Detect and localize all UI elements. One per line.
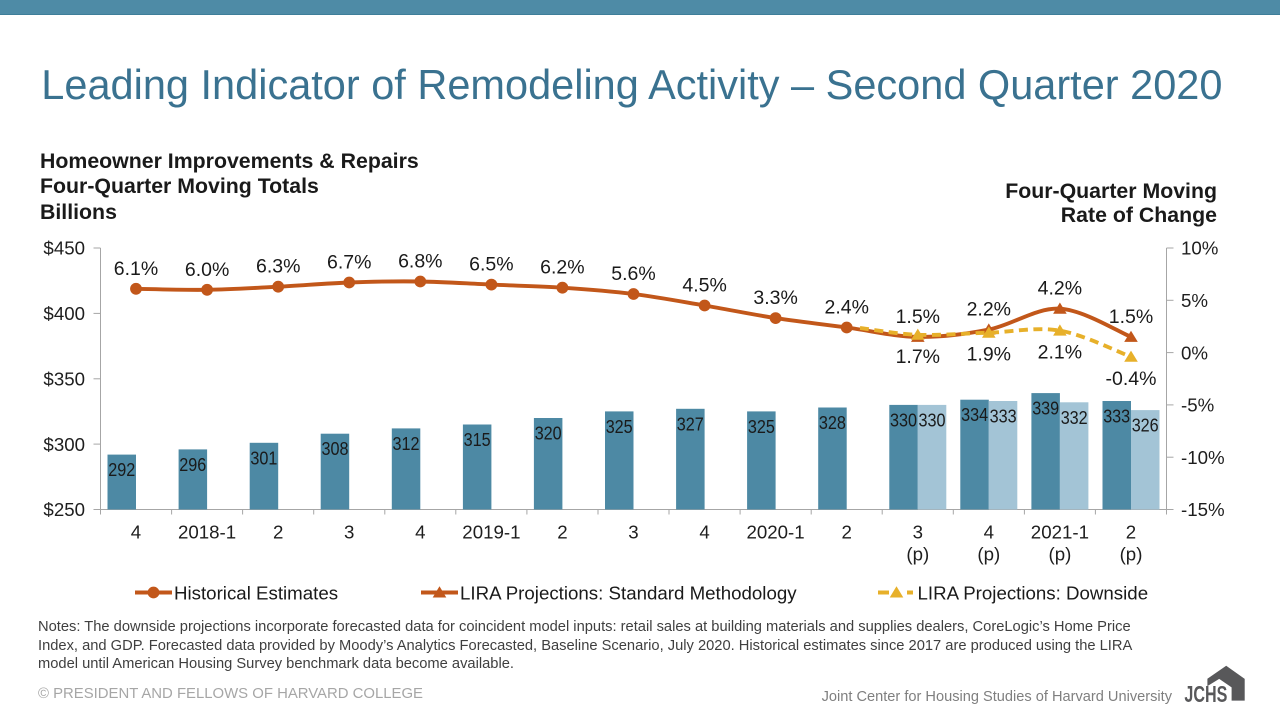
svg-text:-0.4%: -0.4%	[1106, 368, 1157, 390]
svg-text:JCHS: JCHS	[1184, 681, 1227, 707]
svg-text:328: 328	[819, 412, 846, 433]
svg-text:2: 2	[557, 522, 567, 543]
svg-text:1.7%: 1.7%	[896, 346, 940, 368]
svg-text:10%: 10%	[1181, 238, 1218, 259]
svg-text:3: 3	[913, 522, 923, 543]
svg-text:0%: 0%	[1181, 342, 1208, 363]
svg-text:6.3%: 6.3%	[256, 256, 300, 278]
svg-text:4: 4	[699, 522, 709, 543]
svg-text:326: 326	[1132, 415, 1159, 436]
svg-text:$250: $250	[43, 499, 85, 520]
svg-text:6.7%: 6.7%	[327, 252, 371, 274]
svg-text:2.2%: 2.2%	[967, 299, 1011, 321]
svg-text:6.5%: 6.5%	[469, 254, 513, 276]
svg-text:2: 2	[1126, 522, 1136, 543]
svg-text:315: 315	[464, 429, 491, 450]
svg-text:-10%: -10%	[1181, 447, 1225, 468]
svg-text:333: 333	[990, 406, 1017, 427]
svg-text:6.1%: 6.1%	[114, 258, 158, 280]
svg-text:2020-1: 2020-1	[746, 522, 804, 543]
svg-text:308: 308	[322, 438, 349, 459]
svg-text:4: 4	[984, 522, 994, 543]
svg-text:(p): (p)	[1048, 544, 1071, 565]
svg-text:2018-1: 2018-1	[178, 522, 236, 543]
svg-text:(p): (p)	[1120, 544, 1143, 565]
svg-text:$350: $350	[43, 368, 85, 389]
svg-text:4: 4	[131, 522, 141, 543]
svg-text:6.2%: 6.2%	[540, 257, 584, 279]
svg-text:301: 301	[250, 447, 277, 468]
svg-text:Historical Estimates: Historical Estimates	[174, 582, 338, 603]
svg-text:339: 339	[1032, 398, 1059, 419]
svg-text:-5%: -5%	[1181, 395, 1214, 416]
svg-text:(p): (p)	[977, 544, 1000, 565]
svg-text:2.1%: 2.1%	[1038, 342, 1082, 364]
svg-text:5.6%: 5.6%	[611, 263, 655, 285]
svg-text:4: 4	[415, 522, 425, 543]
svg-text:$300: $300	[43, 434, 85, 455]
svg-text:330: 330	[890, 409, 917, 430]
svg-text:4.5%: 4.5%	[682, 275, 726, 297]
svg-text:1.5%: 1.5%	[896, 306, 940, 328]
svg-text:2: 2	[273, 522, 283, 543]
svg-text:320: 320	[535, 423, 562, 444]
svg-text:6.8%: 6.8%	[398, 251, 442, 273]
svg-text:3.3%: 3.3%	[753, 287, 797, 309]
svg-text:333: 333	[1103, 406, 1130, 427]
svg-text:325: 325	[748, 416, 775, 437]
svg-text:1.5%: 1.5%	[1109, 306, 1153, 328]
svg-text:325: 325	[606, 416, 633, 437]
svg-text:4.2%: 4.2%	[1038, 278, 1082, 300]
svg-text:1.9%: 1.9%	[967, 344, 1011, 366]
svg-text:5%: 5%	[1181, 290, 1208, 311]
svg-text:3: 3	[344, 522, 354, 543]
svg-text:2021-1: 2021-1	[1031, 522, 1089, 543]
svg-text:LIRA Projections: Downside: LIRA Projections: Downside	[918, 582, 1149, 603]
svg-text:2: 2	[841, 522, 851, 543]
svg-text:292: 292	[108, 459, 135, 480]
svg-text:312: 312	[393, 433, 420, 454]
svg-text:327: 327	[677, 413, 704, 434]
svg-text:332: 332	[1061, 407, 1088, 428]
svg-text:2.4%: 2.4%	[824, 297, 868, 319]
svg-text:-15%: -15%	[1181, 499, 1225, 520]
svg-text:6.0%: 6.0%	[185, 259, 229, 281]
svg-text:$450: $450	[43, 238, 85, 259]
svg-text:$400: $400	[43, 303, 85, 324]
svg-text:330: 330	[919, 409, 946, 430]
svg-text:(p): (p)	[906, 544, 929, 565]
svg-text:2019-1: 2019-1	[462, 522, 520, 543]
svg-text:3: 3	[628, 522, 638, 543]
svg-text:296: 296	[179, 454, 206, 475]
svg-text:LIRA Projections: Standard Met: LIRA Projections: Standard Methodology	[460, 582, 797, 603]
svg-text:334: 334	[961, 404, 988, 425]
